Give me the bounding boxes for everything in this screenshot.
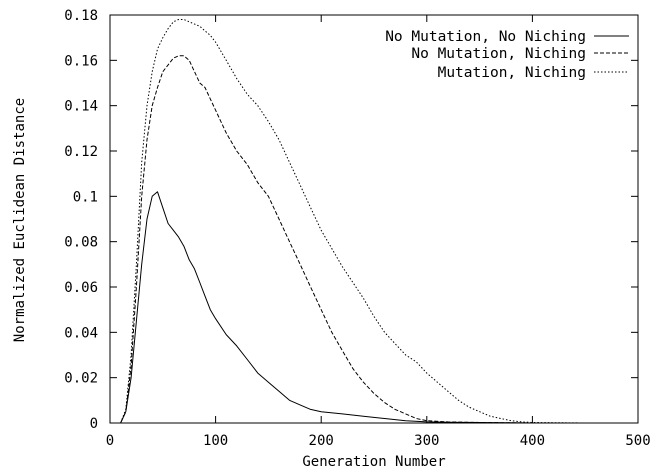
y-tick-label: 0.1 xyxy=(73,189,98,205)
legend-label-series-1: No Mutation, No Niching xyxy=(385,29,586,45)
y-tick-label: 0.12 xyxy=(64,144,98,160)
plot-frame xyxy=(109,14,639,424)
legend-label-series-2: No Mutation, Niching xyxy=(411,46,586,62)
y-axis-title: Normalized Euclidean Distance xyxy=(12,98,28,342)
x-tick-label: 200 xyxy=(309,433,334,449)
x-tick-label: 500 xyxy=(625,433,650,449)
y-tick-label: 0.04 xyxy=(64,325,98,341)
series-line-3 xyxy=(110,19,638,424)
y-tick-label: 0.18 xyxy=(64,8,98,24)
series-line-2 xyxy=(110,55,638,424)
y-tick-label: 0.08 xyxy=(64,235,98,251)
y-tick-label: 0 xyxy=(90,416,98,432)
series-line-1 xyxy=(110,191,638,424)
y-tick-label: 0.06 xyxy=(64,280,98,296)
legend-label-series-3: Mutation, Niching xyxy=(438,65,586,81)
x-axis-title: Generation Number xyxy=(302,454,445,470)
y-tick-label: 0.16 xyxy=(64,53,98,69)
x-tick-label: 400 xyxy=(520,433,545,449)
x-tick-label: 300 xyxy=(414,433,439,449)
x-tick-label: 100 xyxy=(203,433,228,449)
y-tick-label: 0.02 xyxy=(64,371,98,387)
x-tick-label: 0 xyxy=(106,433,114,449)
y-tick-label: 0.14 xyxy=(64,99,98,115)
